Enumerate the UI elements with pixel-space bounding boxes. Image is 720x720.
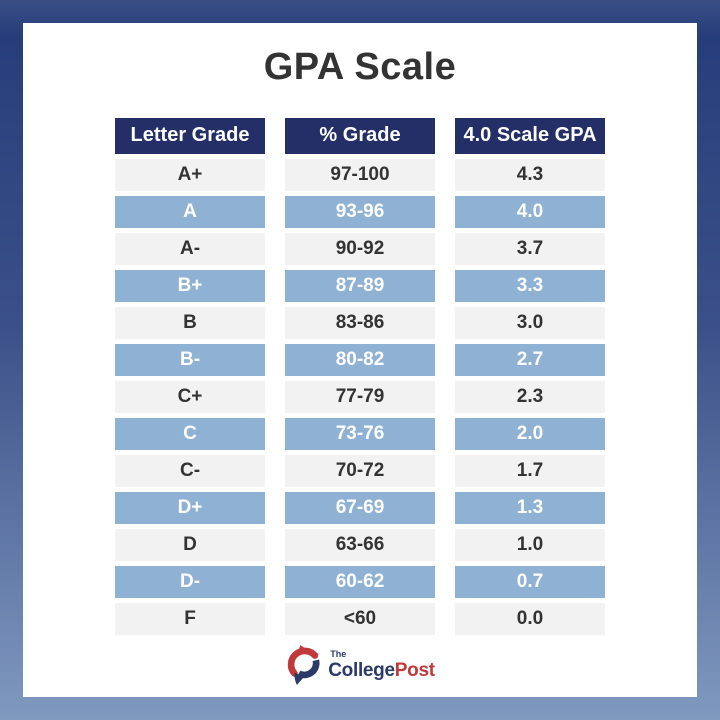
- percent-grade-cell: 60-62: [285, 565, 435, 598]
- letter-grade-cell: D-: [115, 565, 265, 598]
- table-row: A 93-96 4.0: [115, 195, 605, 228]
- letter-grade-cell: B-: [115, 343, 265, 376]
- percent-grade-cell: 97-100: [285, 158, 435, 191]
- percent-grade-cell: <60: [285, 602, 435, 635]
- logo-college-text: College: [328, 660, 395, 681]
- table-row: D 63-66 1.0: [115, 528, 605, 561]
- letter-grade-cell: D+: [115, 491, 265, 524]
- logo-text: The CollegePost: [328, 649, 435, 681]
- column-header-letter-grade: Letter Grade: [115, 117, 265, 154]
- letter-grade-cell: A+: [115, 158, 265, 191]
- letter-grade-cell: B+: [115, 269, 265, 302]
- content-card: GPA Scale Letter Grade % Grade 4.0 Scale…: [23, 23, 697, 697]
- scale-gpa-cell: 1.7: [455, 454, 605, 487]
- table-header-row: Letter Grade % Grade 4.0 Scale GPA: [115, 117, 605, 154]
- letter-grade-cell: C-: [115, 454, 265, 487]
- letter-grade-cell: D: [115, 528, 265, 561]
- table-row: A+ 97-100 4.3: [115, 158, 605, 191]
- percent-grade-cell: 90-92: [285, 232, 435, 265]
- scale-gpa-cell: 3.0: [455, 306, 605, 339]
- letter-grade-cell: A: [115, 195, 265, 228]
- logo-post-text: Post: [394, 660, 435, 681]
- percent-grade-cell: 93-96: [285, 195, 435, 228]
- table-row: D+ 67-69 1.3: [115, 491, 605, 524]
- table-row: C+ 77-79 2.3: [115, 380, 605, 413]
- table-row: C- 70-72 1.7: [115, 454, 605, 487]
- percent-grade-cell: 87-89: [285, 269, 435, 302]
- letter-grade-cell: B: [115, 306, 265, 339]
- scale-gpa-cell: 4.0: [455, 195, 605, 228]
- table-row: B 83-86 3.0: [115, 306, 605, 339]
- scale-gpa-cell: 1.3: [455, 491, 605, 524]
- table-row: A- 90-92 3.7: [115, 232, 605, 265]
- percent-grade-cell: 63-66: [285, 528, 435, 561]
- percent-grade-cell: 73-76: [285, 417, 435, 450]
- column-header-percent-grade: % Grade: [285, 117, 435, 154]
- table-row: F <60 0.0: [115, 602, 605, 635]
- scale-gpa-cell: 0.7: [455, 565, 605, 598]
- column-header-scale-gpa: 4.0 Scale GPA: [455, 117, 605, 154]
- scale-gpa-cell: 1.0: [455, 528, 605, 561]
- percent-grade-cell: 77-79: [285, 380, 435, 413]
- gpa-table: Letter Grade % Grade 4.0 Scale GPA A+ 97…: [115, 117, 605, 635]
- page-title: GPA Scale: [263, 46, 457, 88]
- logo-the-text: The: [330, 649, 347, 659]
- scale-gpa-cell: 2.0: [455, 417, 605, 450]
- table-row: C 73-76 2.0: [115, 417, 605, 450]
- scale-gpa-cell: 2.3: [455, 380, 605, 413]
- letter-grade-cell: A-: [115, 232, 265, 265]
- percent-grade-cell: 83-86: [285, 306, 435, 339]
- letter-grade-cell: F: [115, 602, 265, 635]
- scale-gpa-cell: 3.7: [455, 232, 605, 265]
- logo-wordmark: CollegePost: [328, 661, 435, 680]
- footer-logo: The CollegePost: [23, 644, 697, 686]
- scale-gpa-cell: 3.3: [455, 269, 605, 302]
- scale-gpa-cell: 2.7: [455, 343, 605, 376]
- percent-grade-cell: 80-82: [285, 343, 435, 376]
- scale-gpa-cell: 4.3: [455, 158, 605, 191]
- letter-grade-cell: C+: [115, 380, 265, 413]
- percent-grade-cell: 67-69: [285, 491, 435, 524]
- letter-grade-cell: C: [115, 417, 265, 450]
- table-row: B+ 87-89 3.3: [115, 269, 605, 302]
- percent-grade-cell: 70-72: [285, 454, 435, 487]
- table-row: D- 60-62 0.7: [115, 565, 605, 598]
- table-row: B- 80-82 2.7: [115, 343, 605, 376]
- scale-gpa-cell: 0.0: [455, 602, 605, 635]
- collegepost-logo-icon: [288, 645, 320, 685]
